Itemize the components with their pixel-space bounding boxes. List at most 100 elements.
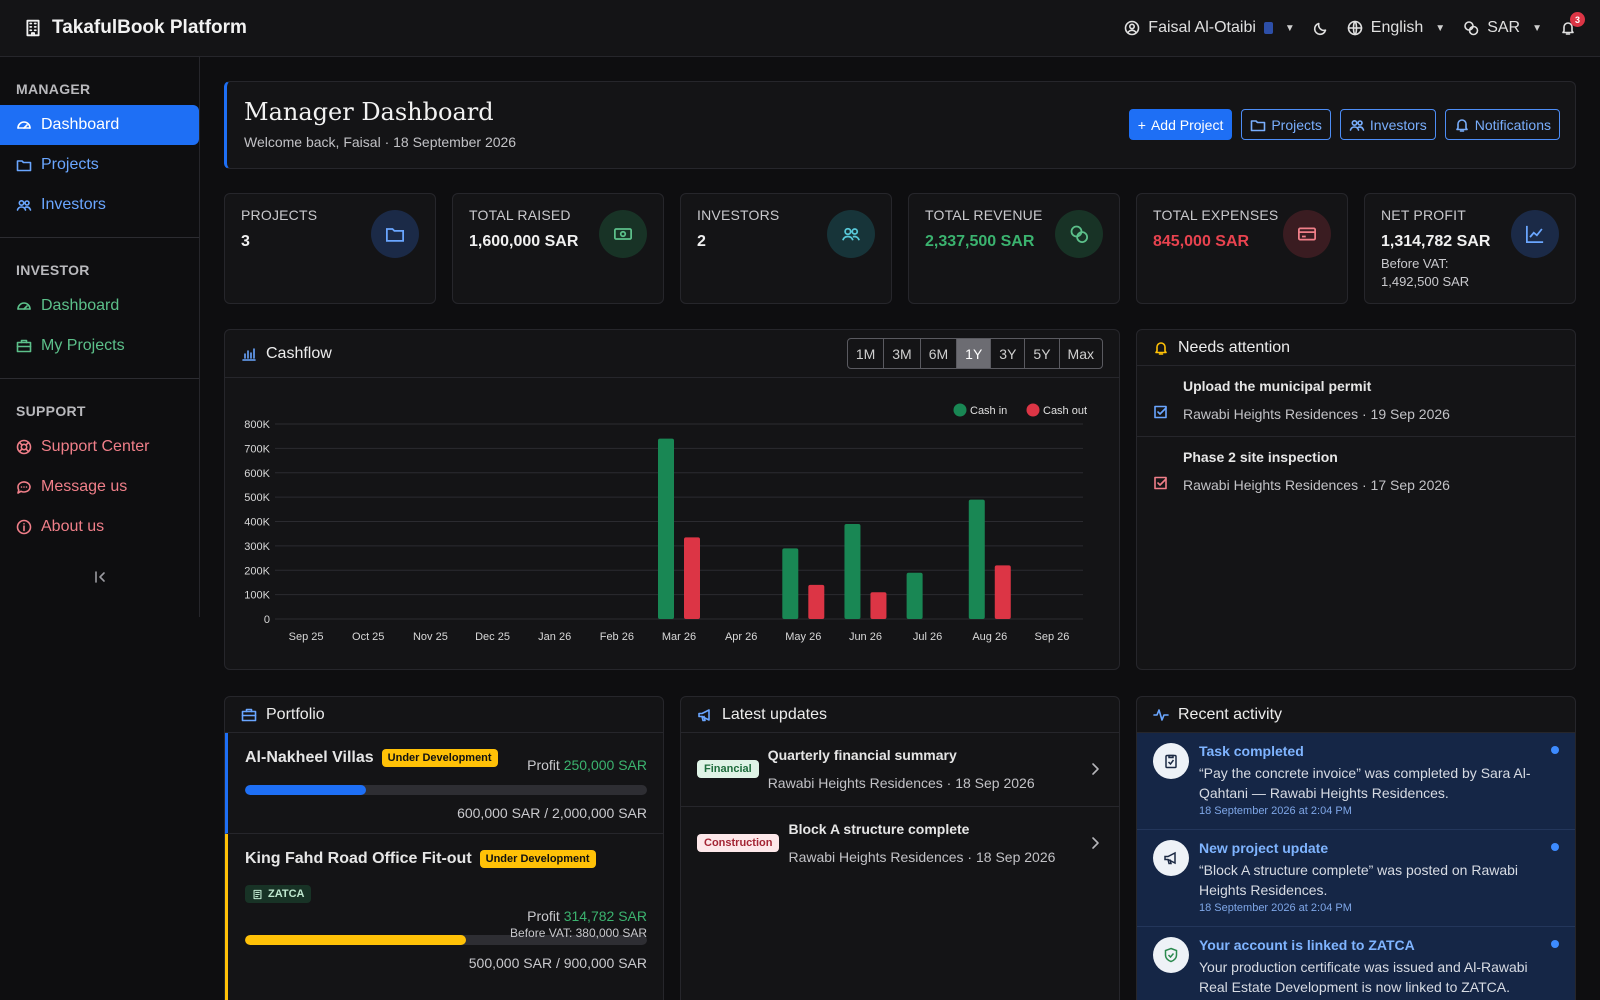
range-6m[interactable]: 6M — [919, 339, 956, 368]
before-vat-note: Before VAT: 380,000 SAR — [510, 926, 647, 940]
activity-title: New project update — [1199, 840, 1329, 856]
status-badge: Under Development — [381, 749, 498, 767]
sidebar-item-label: My Projects — [41, 337, 125, 354]
sidebar-item-dashboard[interactable]: Dashboard — [0, 105, 199, 145]
sidebar-item-my-projects[interactable]: My Projects — [0, 326, 199, 366]
funding-amount: 500,000 SAR / 900,000 SAR — [468, 955, 647, 971]
range-3y[interactable]: 3Y — [990, 339, 1024, 368]
stat-value: 845,000 SAR — [1153, 233, 1250, 250]
attention-meta: Rawabi Heights Residences · 17 Sep 2026 — [1183, 477, 1450, 493]
top-bar: TakafulBook Platform Faisal Al-Otaibi ▼ … — [0, 0, 1600, 57]
bar-cash-in — [658, 438, 674, 619]
range-1y[interactable]: 1Y — [956, 339, 991, 368]
range-1m[interactable]: 1M — [855, 345, 876, 362]
range-max[interactable]: Max — [1058, 339, 1102, 368]
pulse-icon — [1153, 707, 1169, 723]
project-name: Al-Nakheel Villas — [245, 749, 374, 766]
currency-select[interactable]: SAR ▼ — [1463, 19, 1542, 37]
user-name: Faisal Al-Otaibi — [1148, 19, 1256, 36]
bar-cash-out — [808, 584, 825, 619]
latest-updates-title: Latest updates — [722, 705, 827, 723]
recent-activity-title: Recent activity — [1178, 705, 1283, 723]
activity-timestamp: 18 September 2026 at 2:04 PM — [1199, 805, 1352, 817]
sidebar-collapse-button[interactable] — [0, 547, 199, 585]
investors-button[interactable]: Investors — [1339, 109, 1436, 140]
bar-cash-in — [906, 572, 923, 619]
update-item[interactable]: Financial Quarterly financial summary Ra… — [681, 733, 1119, 807]
add-project-label: Add Project — [1150, 116, 1224, 133]
range-selector: 1M 3M 6M 1Y 3Y 5Y Max — [846, 338, 1103, 369]
notifications-button[interactable]: Notifications — [1444, 109, 1560, 140]
cashflow-header: Cashflow 1M 3M 6M 1Y 3Y 5Y Max — [225, 330, 1119, 378]
stat-card-net-profit: NET PROFIT 1,314,782 SAR Before VAT: 1,4… — [1364, 193, 1576, 304]
info-icon — [16, 519, 32, 535]
x-tick-label: Jun 26 — [849, 631, 882, 643]
range-5y[interactable]: 5Y — [1024, 339, 1058, 368]
latest-updates-card: Latest updates Financial Quarterly finan… — [680, 696, 1120, 1000]
bell-icon — [1153, 340, 1169, 356]
y-tick-label: 600K — [244, 468, 270, 480]
sidebar: MANAGER Dashboard Projects Investors INV… — [0, 57, 200, 617]
profit-label: Profit — [527, 757, 560, 773]
stat-label: TOTAL EXPENSES — [1153, 207, 1279, 223]
sidebar-item-support-center[interactable]: Support Center — [0, 427, 199, 467]
range-3m[interactable]: 3M — [883, 339, 919, 368]
portfolio-card: Portfolio Al-Nakheel Villas Under Develo… — [224, 696, 664, 1000]
portfolio-item[interactable]: Al-Nakheel Villas Under Development Prof… — [225, 733, 663, 834]
funding-progress-bar — [245, 935, 647, 945]
update-meta: Rawabi Heights Residences · 18 Sep 2026 — [767, 774, 1035, 791]
update-item[interactable]: Construction Block A structure complete … — [681, 807, 1119, 881]
brand[interactable]: TakafulBook Platform — [24, 17, 247, 39]
sidebar-item-investors[interactable]: Investors — [0, 185, 199, 225]
sidebar-item-about-us[interactable]: About us — [0, 507, 199, 547]
activity-item[interactable]: New project update “Block A structure co… — [1137, 830, 1575, 927]
folder-icon — [1250, 117, 1266, 133]
stat-card-projects: PROJECTS 3 — [224, 193, 436, 304]
activity-description: Your production certificate was issued a… — [1199, 959, 1528, 995]
stat-note: Before VAT: 1,492,500 SAR — [1381, 256, 1470, 289]
collapse-left-icon — [92, 569, 108, 585]
portfolio-item[interactable]: King Fahd Road Office Fit-out Under Deve… — [225, 834, 663, 1000]
sidebar-item-investor-dashboard[interactable]: Dashboard — [0, 286, 199, 326]
stat-value: 1,600,000 SAR — [469, 233, 579, 250]
add-project-button[interactable]: + Add Project — [1128, 109, 1233, 140]
projects-button[interactable]: Projects — [1241, 109, 1331, 140]
recent-activity-header: Recent activity — [1137, 697, 1575, 733]
projects-label: Projects — [1271, 116, 1322, 133]
x-tick-label: Feb 26 — [600, 631, 634, 643]
language-select[interactable]: English ▼ — [1347, 19, 1445, 37]
zatca-badge: ZATCA — [245, 885, 312, 903]
attention-item[interactable]: Phase 2 site inspection Rawabi Heights R… — [1137, 437, 1575, 507]
notifications-bell[interactable]: 3 — [1560, 12, 1585, 36]
activity-item[interactable]: Your account is linked to ZATCA Your pro… — [1137, 927, 1575, 1000]
portfolio-header: Portfolio — [225, 697, 663, 733]
language-label: English — [1370, 19, 1424, 36]
unread-dot — [1551, 940, 1559, 948]
theme-toggle[interactable] — [1313, 20, 1329, 36]
x-tick-label: Nov 25 — [413, 631, 448, 643]
sidebar-item-label: About us — [41, 518, 105, 535]
bell-icon — [1560, 20, 1576, 36]
attention-item[interactable]: Upload the municipal permit Rawabi Heigh… — [1137, 366, 1575, 437]
activity-description: “Block A structure complete” was posted … — [1199, 862, 1519, 898]
sidebar-item-message-us[interactable]: Message us — [0, 467, 199, 507]
sidebar-section-support: SUPPORT — [16, 403, 86, 419]
stat-label: PROJECTS — [241, 207, 318, 223]
sidebar-item-label: Investors — [41, 196, 106, 213]
globe-icon — [1347, 20, 1363, 36]
y-tick-label: 200K — [244, 565, 270, 577]
bar-cash-in — [844, 523, 861, 619]
coins-icon — [1463, 20, 1479, 36]
legend-label: Cash in — [970, 405, 1007, 417]
users-icon — [827, 210, 875, 258]
gauge-icon — [16, 117, 32, 133]
sidebar-item-projects[interactable]: Projects — [0, 145, 199, 185]
update-title: Quarterly financial summary — [767, 746, 957, 763]
user-menu[interactable]: Faisal Al-Otaibi ▼ — [1124, 19, 1295, 37]
bar-chart-icon — [241, 346, 257, 362]
user-badge-icon — [1263, 22, 1273, 34]
recent-activity-card: Recent activity Task completed “Pay the … — [1136, 696, 1576, 1000]
sidebar-section-manager: MANAGER — [16, 81, 91, 97]
activity-item[interactable]: Task completed “Pay the concrete invoice… — [1137, 733, 1575, 830]
cashflow-card: Cashflow 1M 3M 6M 1Y 3Y 5Y Max 0 100K 200K… — [224, 329, 1120, 670]
